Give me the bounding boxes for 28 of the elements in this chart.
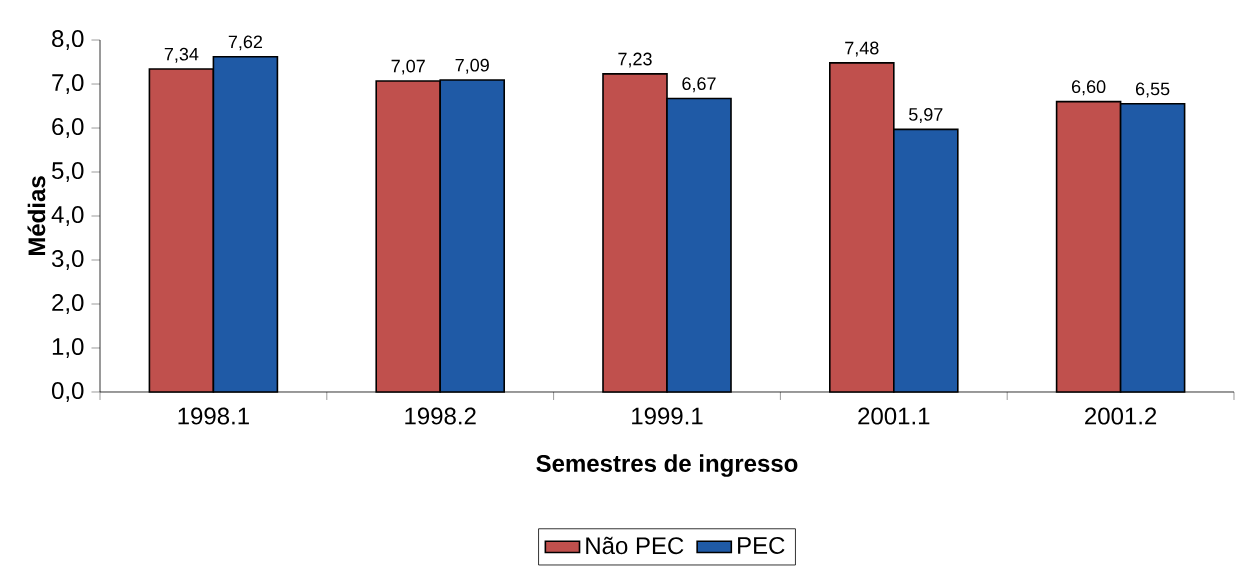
y-axis-title: Médias <box>27 176 46 256</box>
y-tick-label: 1,0 <box>52 338 84 358</box>
data-label: 6,60 <box>1071 80 1106 96</box>
y-tick-label: 8,0 <box>52 30 84 50</box>
x-axis-title: Semestres de ingresso <box>536 454 798 477</box>
data-label: 5,97 <box>909 108 943 123</box>
data-label: 7,09 <box>455 58 489 74</box>
x-tick-label: 1998.1 <box>178 407 249 425</box>
legend-label: Não PEC <box>586 536 684 555</box>
data-label: 7,07 <box>391 59 425 75</box>
data-label: 6,67 <box>682 77 716 93</box>
y-tick-label: 5,0 <box>52 162 84 182</box>
data-label: 7,62 <box>228 35 263 51</box>
y-tick-label: 7,0 <box>52 74 84 94</box>
data-label: 7,48 <box>845 41 879 57</box>
x-tick-label: 2001.2 <box>1085 407 1157 425</box>
legend-label: PEC <box>738 537 785 554</box>
data-label: 7,34 <box>164 47 199 63</box>
data-label: 6,55 <box>1135 82 1170 98</box>
x-tick-label: 1999.1 <box>632 407 703 425</box>
x-tick-label: 1998.2 <box>405 407 476 425</box>
y-tick-label: 4,0 <box>51 206 84 226</box>
y-tick-label: 6,0 <box>52 118 84 138</box>
data-label: 7,23 <box>618 52 652 68</box>
y-tick-label: 2,0 <box>52 294 84 314</box>
y-tick-label: 0,0 <box>51 382 84 402</box>
x-tick-label: 2001.1 <box>858 407 930 425</box>
y-tick-label: 3,0 <box>51 250 84 270</box>
